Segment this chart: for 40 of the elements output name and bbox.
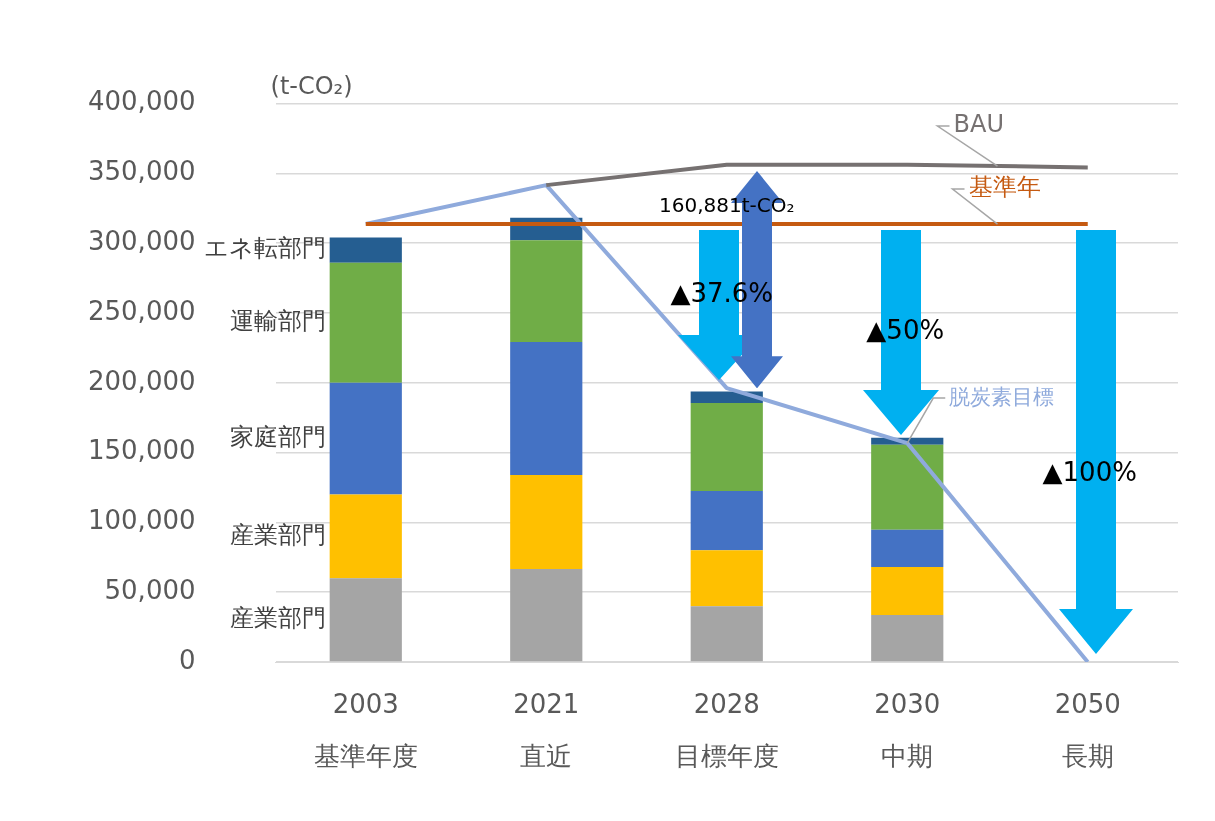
x-tick-label: 2030 中期 bbox=[874, 688, 941, 771]
x-tick-label: 2050 長期 bbox=[1054, 688, 1121, 771]
y-axis-title: (t-CO₂) bbox=[270, 71, 353, 100]
y-tick-label: 50,000 bbox=[104, 574, 196, 605]
series-label: BAU bbox=[953, 110, 1004, 139]
y-tick-label: 300,000 bbox=[87, 225, 196, 256]
bar bbox=[690, 550, 763, 607]
bar bbox=[690, 490, 763, 551]
x-tick-label: 2003 基準年度 bbox=[313, 688, 418, 771]
x-tick-label: 2021 直近 bbox=[513, 688, 580, 771]
series-label: 基準年 bbox=[968, 173, 1041, 202]
bar bbox=[329, 382, 402, 495]
bar bbox=[690, 606, 763, 662]
y-tick-label: 0 bbox=[178, 644, 196, 675]
bar bbox=[510, 240, 583, 343]
bar bbox=[690, 403, 763, 491]
bar bbox=[329, 262, 402, 383]
x-tick-label: 2028 目標年度 bbox=[674, 688, 779, 771]
bar bbox=[871, 444, 944, 530]
bar bbox=[510, 568, 583, 662]
series-label: 産業部門 bbox=[229, 520, 326, 549]
bar bbox=[329, 237, 402, 263]
bar bbox=[329, 494, 402, 579]
series-label: エネ転部門 bbox=[203, 234, 326, 263]
series-label: 産業部門 bbox=[229, 604, 326, 633]
bar bbox=[510, 474, 583, 569]
y-tick-label: 350,000 bbox=[87, 156, 196, 187]
bar bbox=[871, 529, 944, 568]
bar bbox=[871, 567, 944, 615]
series-label: 家庭部門 bbox=[229, 422, 326, 451]
y-tick-label: 200,000 bbox=[87, 365, 196, 396]
y-tick-label: 150,000 bbox=[87, 435, 196, 466]
y-tick-label: 100,000 bbox=[87, 505, 196, 536]
bar bbox=[329, 578, 402, 662]
bar bbox=[510, 342, 583, 475]
y-tick-label: 250,000 bbox=[87, 295, 196, 326]
series-label: 運輸部門 bbox=[229, 307, 326, 336]
text: 脱炭素目標 bbox=[949, 384, 1055, 409]
y-tick-label: 400,000 bbox=[87, 86, 196, 117]
bar bbox=[871, 614, 944, 662]
